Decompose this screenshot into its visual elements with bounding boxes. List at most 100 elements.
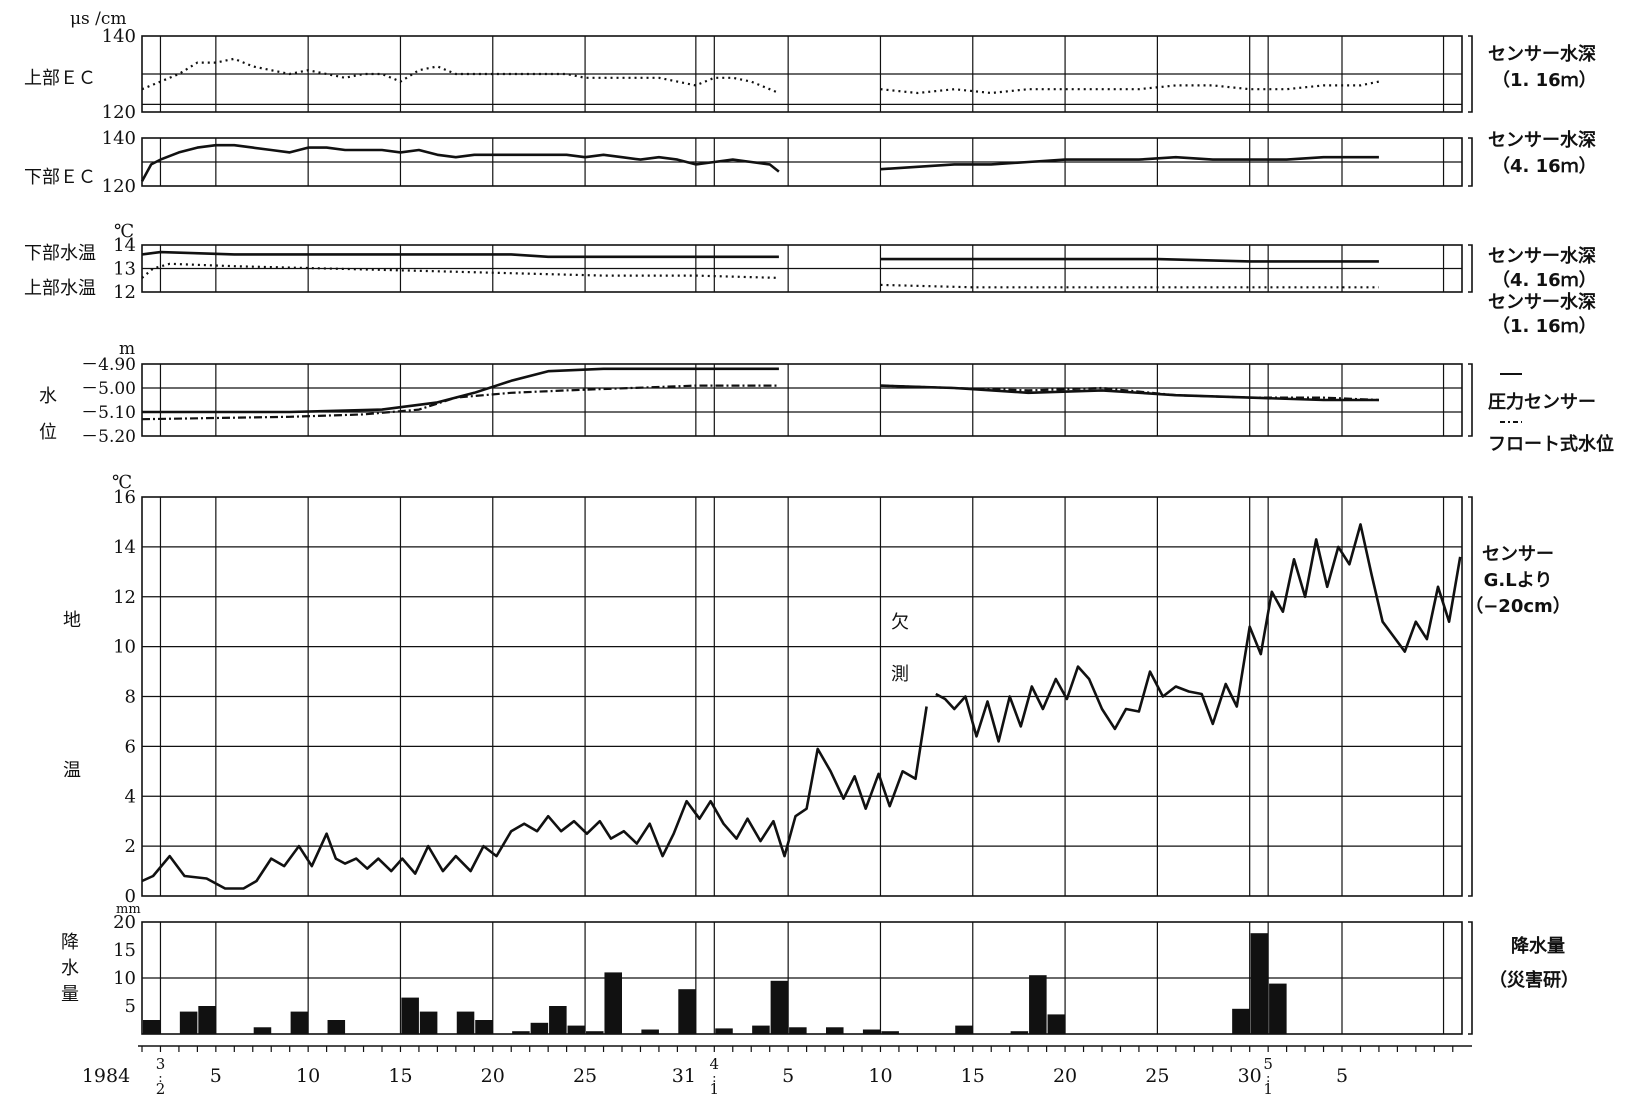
- x-axis-tick-label: 20: [481, 1065, 505, 1087]
- soil_temp-series-line: [935, 523, 1462, 743]
- water_level-frame: [141, 363, 1463, 437]
- precipitation-ylabel: 水: [61, 958, 79, 979]
- upper_ec-bracket: [1468, 35, 1473, 113]
- precipitation-right-label: 降水量: [1511, 935, 1565, 957]
- lower_ec-series-line: [140, 143, 780, 182]
- x-axis-tick-label: 25: [1145, 1065, 1169, 1087]
- water_level-ytick-label: －5.20: [81, 427, 136, 447]
- precipitation-unit: mm: [116, 902, 141, 917]
- soil_temp-ytick-label: 8: [125, 687, 136, 708]
- precipitation-ylabel: 量: [61, 984, 79, 1005]
- precipitation-bar: [641, 1029, 659, 1034]
- precipitation-right-label: （災害研）: [1489, 969, 1579, 991]
- soil_temp-series-line: [141, 706, 928, 890]
- x-axis-month-label: 4: [710, 1055, 720, 1073]
- precipitation-bar: [401, 997, 419, 1034]
- precipitation-ytick-label: 10: [113, 968, 136, 989]
- precipitation-ytick-label: 20: [113, 912, 136, 933]
- water-temp-right-label: センサー水深: [1488, 291, 1596, 313]
- precipitation-bar: [1250, 933, 1269, 1034]
- soil_temp-ytick-label: 2: [125, 836, 136, 857]
- precipitation-bar: [881, 1031, 899, 1034]
- upper_ec-ytick-label: 120: [102, 102, 136, 123]
- upper-ec-ylabel: 上部ＥＣ: [24, 68, 96, 89]
- x-axis-month-label: 3: [156, 1055, 166, 1073]
- x-axis-tick-label: 20: [1053, 1065, 1077, 1087]
- x-axis-tick-label: 25: [573, 1065, 597, 1087]
- upper_ec-series-line: [880, 80, 1380, 95]
- soil-temp-right-label: G.Lより: [1484, 570, 1553, 591]
- x-axis-year: 1984: [82, 1065, 130, 1087]
- precipitation-ytick-label: 5: [125, 996, 136, 1017]
- water_level-bracket: [1468, 363, 1473, 437]
- water_temp-series-line: [880, 283, 1379, 289]
- precipitation-bar: [142, 1020, 161, 1034]
- x-axis-tick-label: 5: [782, 1065, 794, 1087]
- precipitation-bar: [327, 1020, 346, 1034]
- precipitation-bar: [604, 972, 622, 1034]
- precipitation-bar: [770, 980, 789, 1034]
- soil_temp-ytick-label: 0: [125, 886, 136, 907]
- water_level-ytick-label: －5.10: [81, 403, 136, 423]
- precipitation-bar: [678, 989, 696, 1034]
- x-axis-month-label: 5: [1263, 1055, 1273, 1073]
- precipitation-bar: [530, 1022, 549, 1034]
- soil_temp-bracket: [1468, 496, 1473, 897]
- precipitation-bar: [549, 1006, 567, 1034]
- soil-temp-unit: ℃: [112, 472, 132, 493]
- precipitation-bar: [955, 1025, 973, 1034]
- water-temp-ylabel: 上部水温: [24, 278, 96, 299]
- precipitation-bar: [862, 1029, 881, 1034]
- soil_temp-ytick-label: 4: [125, 786, 136, 807]
- water-level-right-label: 圧力センサー: [1488, 392, 1596, 413]
- x-axis-tick-label: 30: [1238, 1065, 1262, 1087]
- lower_ec-panel: [140, 137, 1473, 187]
- soil-temp-right-label: （−20cm）: [1465, 596, 1571, 617]
- x-axis-tick-label: 10: [296, 1065, 320, 1087]
- x-axis-tick-label: 31: [672, 1065, 696, 1087]
- precipitation-bar: [198, 1006, 216, 1034]
- water_level-series-line: [142, 367, 779, 414]
- water_temp-ytick-label: 12: [113, 282, 136, 303]
- water-temp-ylabel: 下部水温: [24, 243, 96, 264]
- missing-data-annotation: 測: [891, 664, 909, 685]
- precipitation-bar: [1047, 1014, 1066, 1034]
- precipitation-bar: [789, 1027, 807, 1034]
- water_temp-series-line: [141, 262, 779, 279]
- precipitation-bar: [752, 1025, 770, 1034]
- water-temp-right-label: センサー水深: [1488, 245, 1596, 267]
- water_level-panel: [141, 363, 1473, 437]
- precipitation-bar: [1010, 1031, 1029, 1034]
- precipitation-bar: [179, 1011, 198, 1034]
- water_level-series-line: [141, 384, 779, 421]
- x-axis-month-label: :: [712, 1071, 716, 1086]
- precipitation-bar: [586, 1031, 604, 1034]
- upper_ec-ytick-label: 140: [102, 26, 136, 47]
- lower-ec-right-label: センサー水深: [1488, 129, 1596, 151]
- precipitation-bar: [1232, 1008, 1250, 1034]
- water-level-unit: m: [119, 339, 135, 359]
- precipitation-panel: [141, 921, 1473, 1035]
- soil-temp-ylabel: 地: [63, 610, 81, 631]
- x-axis-tick-label: 15: [961, 1065, 985, 1087]
- precipitation-ytick-label: 15: [113, 940, 136, 961]
- precipitation-bar: [567, 1025, 586, 1034]
- water_temp-series-line: [880, 257, 1379, 263]
- water-level-ylabel: 位: [39, 422, 57, 443]
- soil_temp-ytick-label: 10: [113, 637, 136, 658]
- water_temp-panel: [141, 244, 1473, 293]
- water_level-ytick-label: －4.90: [81, 355, 136, 375]
- lower_ec-ytick-label: 120: [102, 176, 136, 197]
- water-level-ylabel: 水: [39, 386, 57, 407]
- lower_ec-bracket: [1468, 137, 1473, 187]
- lower_ec-ytick-label: 140: [102, 128, 136, 149]
- soil_temp-ytick-label: 16: [113, 487, 136, 508]
- water_level-series-line: [880, 384, 1379, 402]
- lower-ec-ylabel: 下部ＥＣ: [24, 167, 96, 188]
- x-axis-month-label: 1: [1263, 1080, 1273, 1096]
- soil_temp-ytick-label: 14: [113, 537, 136, 558]
- upper-ec-right-label: センサー水深: [1488, 43, 1596, 65]
- soil_temp-panel: [141, 496, 1473, 897]
